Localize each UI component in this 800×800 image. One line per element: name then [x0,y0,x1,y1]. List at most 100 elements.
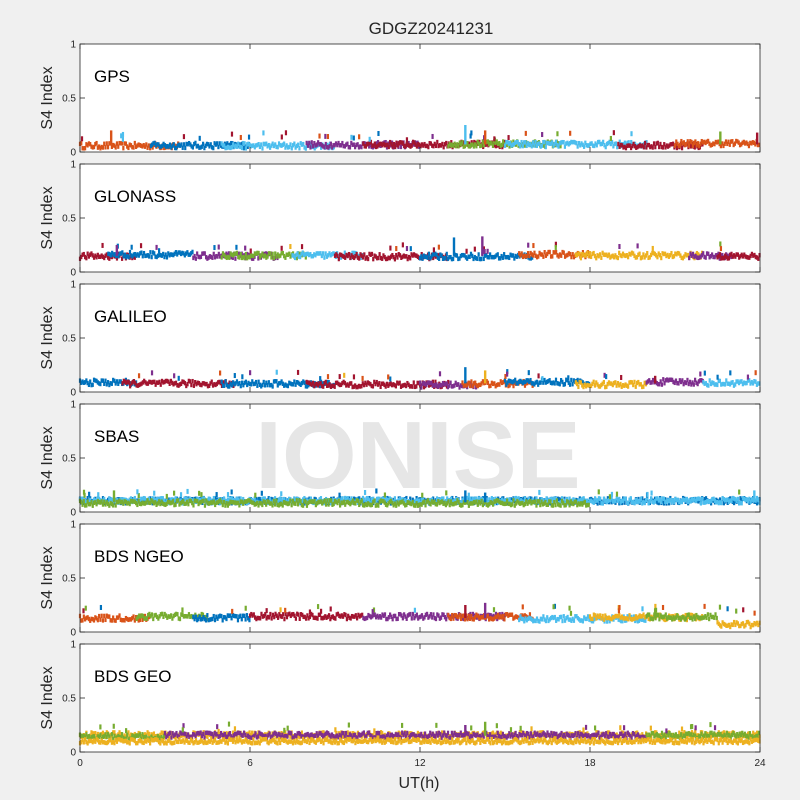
outlier-point [181,607,184,613]
data-point [643,380,646,386]
data-point [386,142,389,148]
data-point [218,141,221,146]
data-point [601,501,604,506]
data-point [205,141,209,147]
data-point [588,614,592,619]
data-point [508,501,511,507]
data-point [383,500,386,505]
data-point [642,612,645,617]
data-point [548,617,551,622]
data-point [406,256,409,262]
data-point [184,613,187,619]
data-point [705,251,709,256]
data-point [281,142,284,147]
data-point [80,380,83,385]
data-point [345,497,348,502]
data-point [275,254,278,259]
data-point [525,143,528,149]
data-point [194,256,197,261]
data-point [82,251,85,257]
data-point [167,251,170,256]
data-point [226,503,229,508]
data-point [577,140,581,146]
data-point [214,382,217,388]
data-point [710,142,714,148]
data-point [608,615,611,620]
data-point [297,380,300,385]
data-point [657,612,660,618]
data-point [438,500,441,506]
data-point [279,499,282,505]
data-point [164,498,167,504]
data-point [117,381,120,386]
data-point [284,255,287,260]
data-point [590,616,593,622]
data-point [361,255,365,260]
data-point [581,142,584,148]
data-point [386,616,389,622]
panel-label: SBAS [94,427,139,446]
data-point [277,141,281,146]
data-point [414,503,417,508]
data-point [411,139,415,145]
data-point [244,499,247,504]
data-point [726,623,729,628]
data-point [133,495,136,501]
data-point [84,145,87,151]
data-point [355,251,358,257]
data-point [386,256,389,262]
data-point [615,613,618,619]
data-point [231,613,234,618]
data-point [219,498,222,503]
data-point [150,612,154,617]
data-point [140,381,143,386]
data-point [690,615,693,620]
data-point [490,254,493,260]
data-point [242,496,245,502]
data-point [249,253,253,258]
data-point [383,497,386,502]
data-point [519,614,522,619]
data-point [624,496,627,502]
y-tick-label: 0.5 [62,334,76,345]
data-point [322,499,325,504]
data-point [248,613,252,618]
data-point [495,382,499,388]
data-point [616,381,620,386]
data-point [263,383,267,388]
data-point [303,145,306,150]
data-point [405,383,408,389]
data-point [602,139,605,145]
data-point [391,500,394,506]
data-point [135,616,138,622]
y-tick-label: 0 [70,268,76,279]
data-point [260,253,263,258]
data-point [659,379,662,384]
data-point [740,379,743,384]
data-point [704,140,707,146]
data-point [608,619,611,624]
data-point [148,611,151,617]
data-point [105,500,108,505]
data-point [588,498,592,504]
data-point [629,252,632,257]
data-point [587,502,590,508]
data-point [168,734,171,740]
data-point [110,144,113,149]
data-point [637,498,640,504]
data-point [641,617,644,622]
data-point [361,495,365,501]
outlier-point [401,242,404,248]
data-point [537,382,540,387]
data-point [432,612,435,617]
data-point [494,611,498,617]
data-point [664,497,667,502]
data-point [517,500,520,505]
data-point [256,250,259,256]
data-point [221,499,224,504]
data-point [176,382,179,388]
data-point [269,383,272,388]
data-point [337,381,340,387]
data-point [154,612,157,618]
data-point [289,254,292,259]
